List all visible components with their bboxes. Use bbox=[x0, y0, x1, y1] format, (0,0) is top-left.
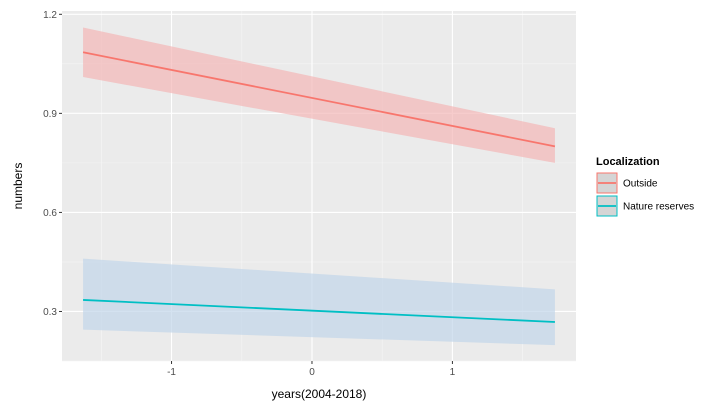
ribbons bbox=[83, 27, 555, 346]
series-line-0 bbox=[82, 51, 556, 148]
x-tick-label: 0 bbox=[309, 367, 315, 378]
y-tick-label: 0.9 bbox=[43, 109, 57, 120]
x-tick-label: 1 bbox=[450, 367, 456, 378]
legend-label-0: Outside bbox=[623, 179, 658, 190]
x-tick-label: -1 bbox=[167, 367, 176, 378]
y-tick-label: 0.3 bbox=[43, 307, 57, 318]
y-tick-label: 1.2 bbox=[43, 10, 57, 21]
legend-label-1: Nature reserves bbox=[623, 202, 694, 213]
x-axis: -1 0 1 bbox=[167, 361, 456, 378]
x-axis-title: years(2004-2018) bbox=[272, 387, 367, 401]
legend-title: Localization bbox=[596, 156, 660, 168]
ribbon-0 bbox=[83, 27, 555, 163]
y-axis: 0.3 0.6 0.9 1.2 bbox=[43, 10, 62, 318]
y-axis-title: numbers bbox=[11, 163, 25, 210]
ribbon-1 bbox=[83, 258, 555, 346]
series-line-1 bbox=[83, 299, 555, 323]
legend: Localization Outside Nature reserves bbox=[596, 156, 694, 217]
y-tick-label: 0.6 bbox=[43, 208, 57, 219]
series-lines bbox=[82, 51, 556, 323]
